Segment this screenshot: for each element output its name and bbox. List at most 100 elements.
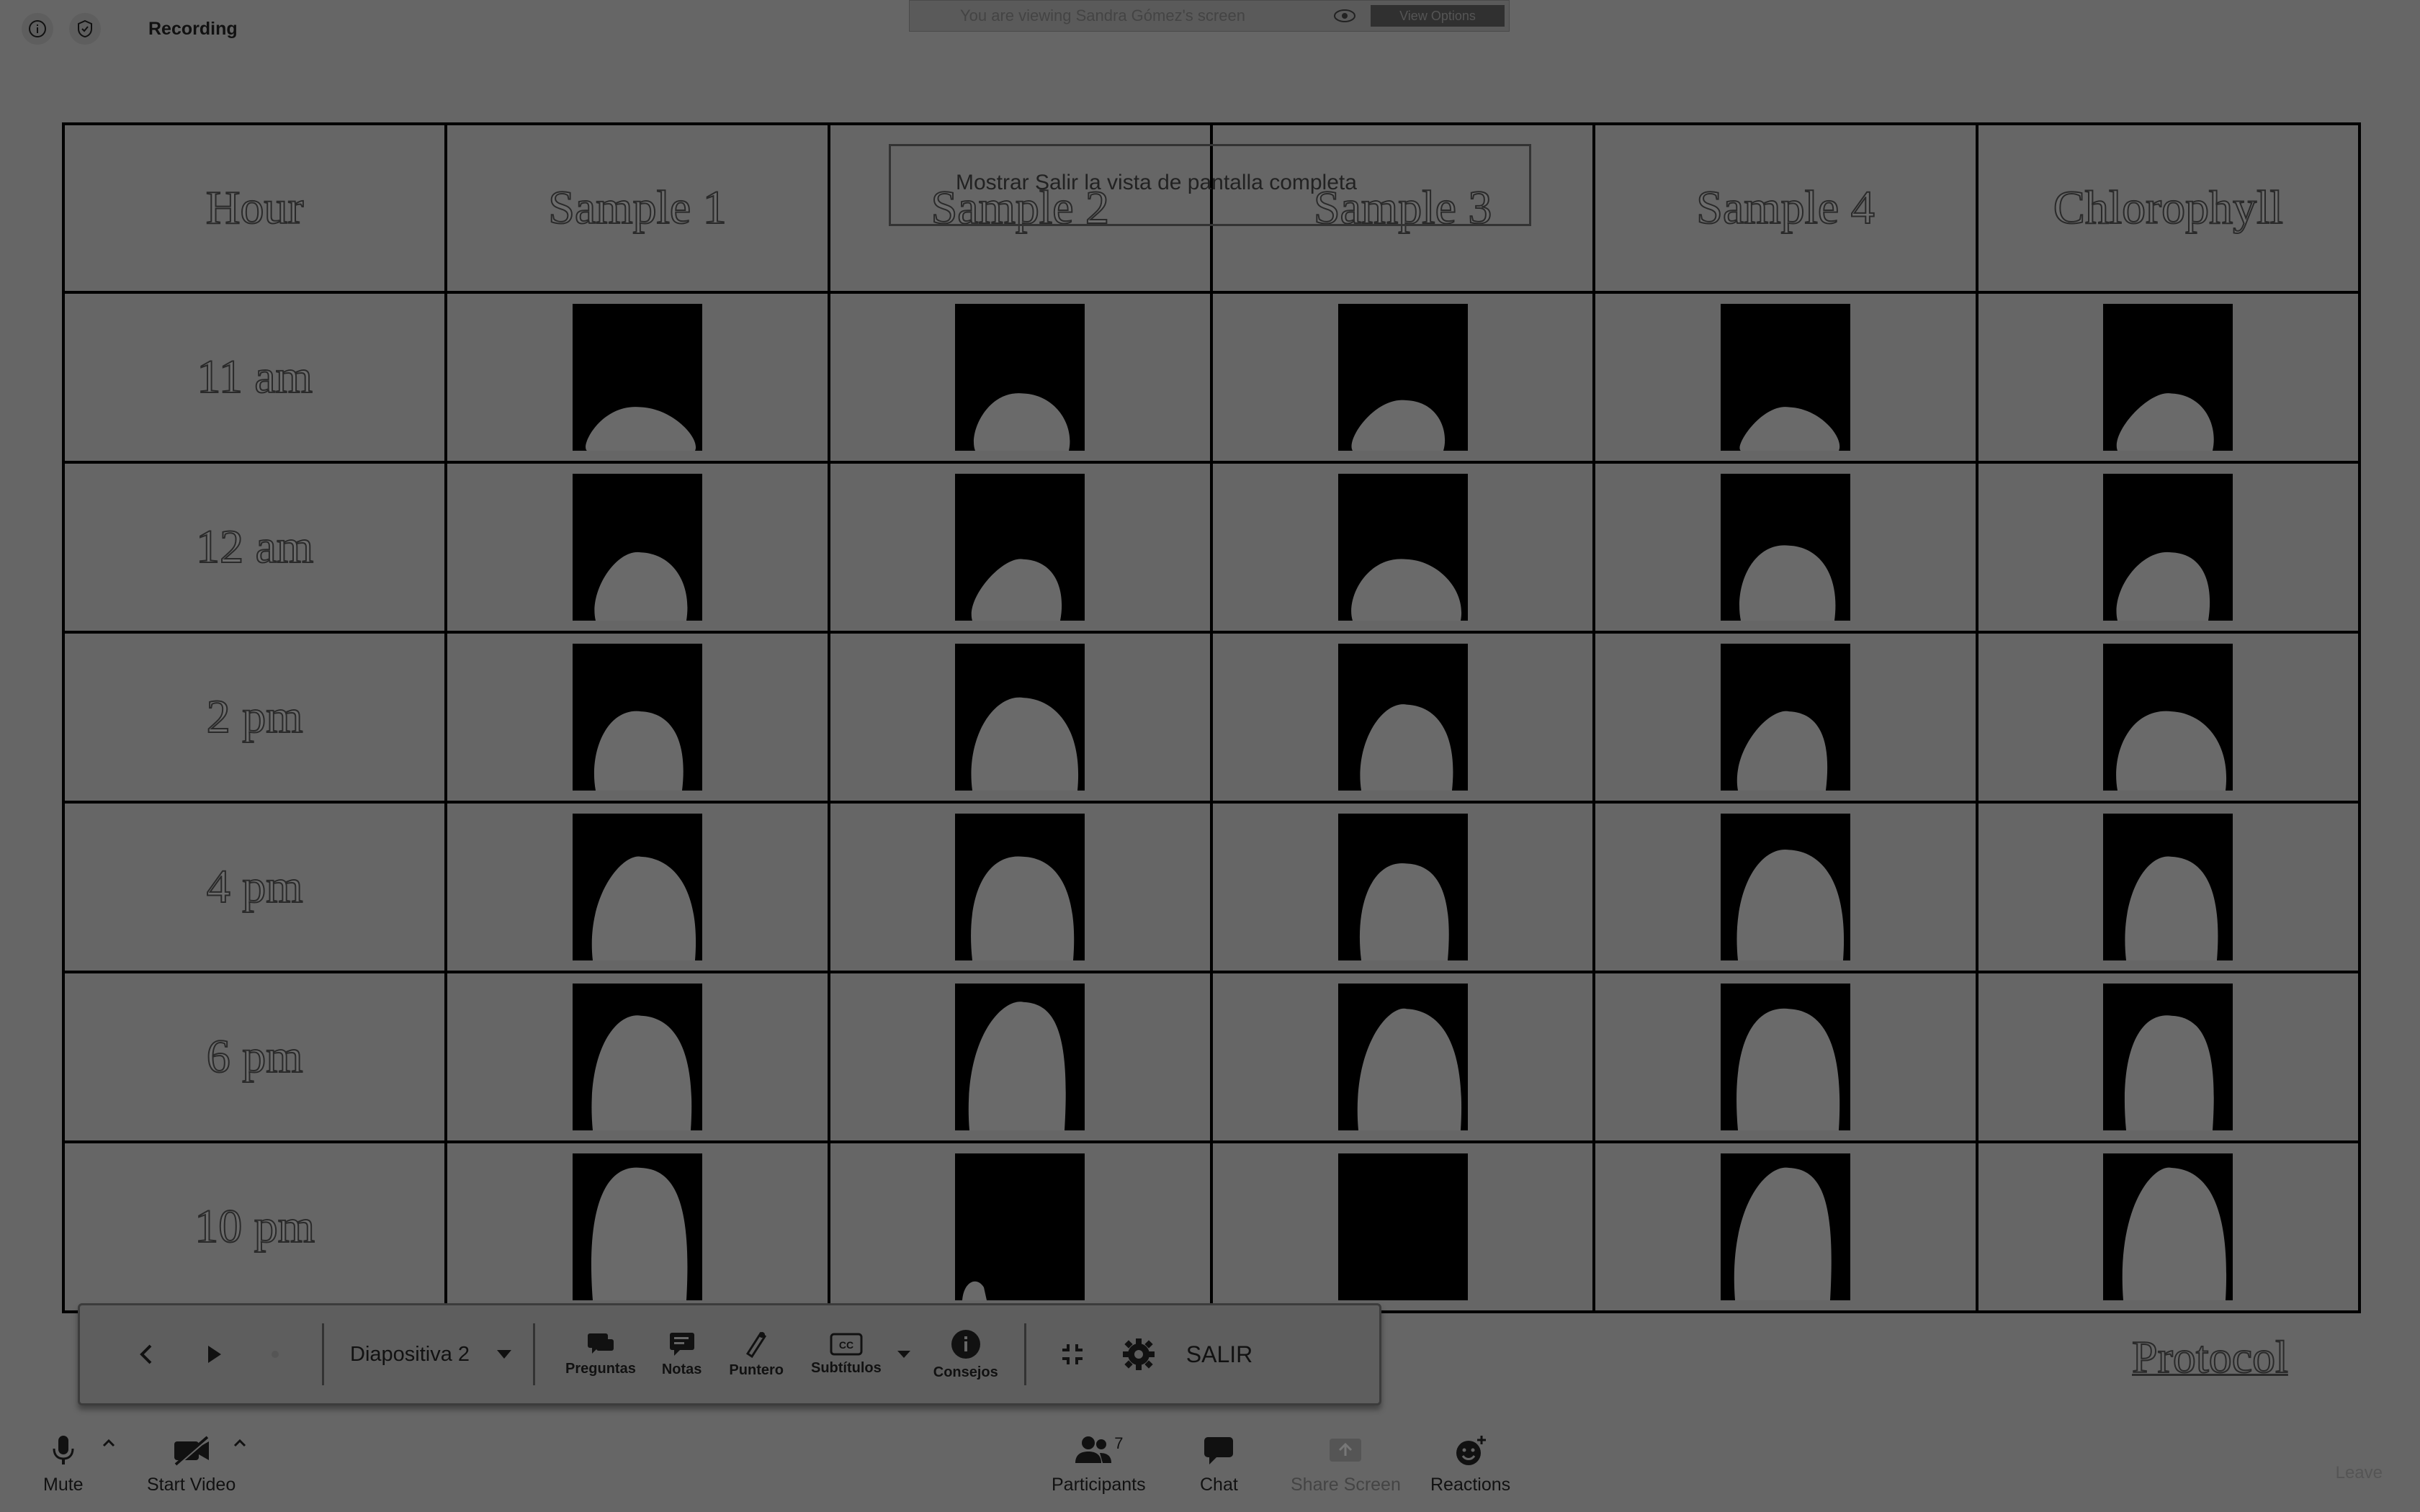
subtitulos-button[interactable]: CC Subtítulos	[811, 1333, 882, 1377]
consejos-button[interactable]: Consejos	[933, 1328, 998, 1381]
subtitulos-label: Subtítulos	[810, 1359, 882, 1376]
microphone-icon	[53, 1436, 74, 1464]
chlorophyll-cell	[1975, 291, 2362, 464]
leaf-sample-image	[955, 984, 1085, 1130]
smiley-plus-icon	[1456, 1436, 1486, 1465]
info-icon	[951, 1329, 980, 1359]
subtitles-icon: CC	[830, 1333, 863, 1355]
sample-3-cell	[1209, 801, 1596, 973]
participants-label: Participants	[1052, 1475, 1146, 1495]
subtitles-options-button[interactable]	[897, 1351, 910, 1358]
header-sample-4: Sample 4	[1592, 122, 1978, 294]
hour-cell: 11 am	[61, 291, 448, 464]
svg-text:CC: CC	[839, 1339, 853, 1351]
sample-3-cell	[1209, 291, 1596, 464]
exit-fullscreen-button[interactable]	[1059, 1341, 1085, 1367]
top-left-controls: Recording	[22, 13, 238, 45]
share-screen-button[interactable]: Share Screen	[1291, 1434, 1401, 1495]
consejos-label: Consejos	[933, 1364, 998, 1380]
protocol-link[interactable]: Protocol	[2131, 1331, 2289, 1383]
screen-share-banner: You are viewing Sandra Gómez's screen Vi…	[909, 0, 1510, 32]
audio-options-caret[interactable]	[102, 1439, 115, 1447]
share-banner-text: You are viewing Sandra Gómez's screen	[960, 6, 1245, 24]
leaf-sample-image	[572, 474, 702, 621]
recording-label: Recording	[148, 18, 238, 39]
chevron-left-icon	[140, 1344, 152, 1364]
reactions-label: Reactions	[1430, 1475, 1511, 1495]
table-row: 10 pm	[61, 1140, 2362, 1313]
info-button[interactable]	[22, 13, 53, 45]
leave-button[interactable]: Leave	[2336, 1463, 2383, 1483]
view-options-label: View Options	[1399, 8, 1476, 23]
sample-1-cell	[444, 1140, 830, 1313]
hour-cell: 2 pm	[61, 631, 448, 804]
notas-button[interactable]: Notas	[662, 1331, 702, 1378]
notas-label: Notas	[661, 1361, 702, 1377]
participants-icon-group: 7	[1074, 1434, 1123, 1467]
leaf-sample-image	[572, 644, 702, 791]
puntero-button[interactable]: Puntero	[729, 1331, 784, 1379]
previous-slide-button[interactable]	[138, 1344, 156, 1365]
leaf-sample-image	[2103, 814, 2233, 960]
sample-1-cell	[444, 801, 830, 973]
video-options-caret[interactable]	[233, 1439, 246, 1447]
leaf-sample-image	[1337, 644, 1468, 791]
leaf-sample-image	[1337, 984, 1468, 1130]
exit-fullscreen-overlay: Mostrar Salir la vista de pantalla compl…	[889, 144, 1531, 226]
chevron-up-icon	[233, 1439, 246, 1447]
meeting-controls-bar: Mute Start Video 7 Participants Chat Sha…	[0, 1426, 2420, 1512]
sample-4-cell	[1592, 801, 1978, 973]
leaf-sample-image	[955, 814, 1085, 960]
preguntas-button[interactable]: Preguntas	[565, 1332, 636, 1377]
separator	[1023, 1323, 1026, 1385]
sample-4-cell	[1592, 1140, 1978, 1313]
notes-icon	[669, 1332, 694, 1356]
separator	[322, 1323, 324, 1385]
leaf-sample-image	[572, 304, 702, 451]
leaf-sample-image	[1337, 304, 1468, 451]
header-sample-3: Sample 3	[1209, 122, 1596, 294]
pointer-icon	[746, 1331, 767, 1358]
gear-icon	[1122, 1338, 1155, 1370]
questions-icon	[587, 1333, 614, 1354]
chat-button[interactable]: Chat	[1200, 1434, 1238, 1495]
mute-button[interactable]: Mute	[43, 1434, 84, 1495]
table-row: 6 pm	[61, 971, 2362, 1143]
leaf-sample-image	[1720, 814, 1850, 960]
chlorophyll-cell	[1975, 801, 2362, 973]
slide-selector[interactable]: Diapositiva 2	[350, 1343, 512, 1367]
sample-1-cell	[444, 461, 830, 634]
video-off-icon	[174, 1436, 210, 1467]
sample-2-cell	[827, 801, 1213, 973]
play-button[interactable]	[205, 1344, 224, 1365]
preguntas-label: Preguntas	[565, 1360, 636, 1377]
reactions-button[interactable]: Reactions	[1430, 1434, 1510, 1495]
mute-label: Mute	[43, 1475, 84, 1495]
salir-button[interactable]: SALIR	[1186, 1341, 1252, 1368]
settings-button[interactable]	[1121, 1337, 1156, 1372]
sample-2-cell	[827, 971, 1213, 1143]
dot-indicator	[270, 1349, 280, 1359]
salir-label: SALIR	[1186, 1341, 1253, 1367]
observation-table: Hour Sample 1 Sample 2 Sample 3 Sample 4…	[61, 122, 2362, 1313]
chlorophyll-cell	[1975, 631, 2362, 804]
dropdown-icon	[497, 1350, 512, 1359]
compress-icon	[1062, 1344, 1083, 1364]
participants-button[interactable]: 7 Participants	[1052, 1434, 1146, 1495]
shield-icon	[78, 19, 92, 38]
start-video-button[interactable]: Start Video	[147, 1434, 236, 1495]
leaf-sample-image	[1720, 304, 1850, 451]
sample-1-cell	[444, 971, 830, 1143]
leaf-sample-image	[955, 304, 1085, 451]
hour-cell: 4 pm	[61, 801, 448, 973]
view-options-button[interactable]: View Options	[1371, 5, 1505, 27]
sample-2-cell	[827, 461, 1213, 634]
leaf-sample-image	[2103, 644, 2233, 791]
leaf-sample-image	[2103, 474, 2233, 621]
leave-label: Leave	[2335, 1463, 2383, 1482]
leaf-sample-image	[1720, 474, 1850, 621]
security-button[interactable]	[69, 13, 101, 45]
leaf-sample-image	[572, 1153, 702, 1300]
sample-2-cell	[827, 631, 1213, 804]
sample-4-cell	[1592, 291, 1978, 464]
